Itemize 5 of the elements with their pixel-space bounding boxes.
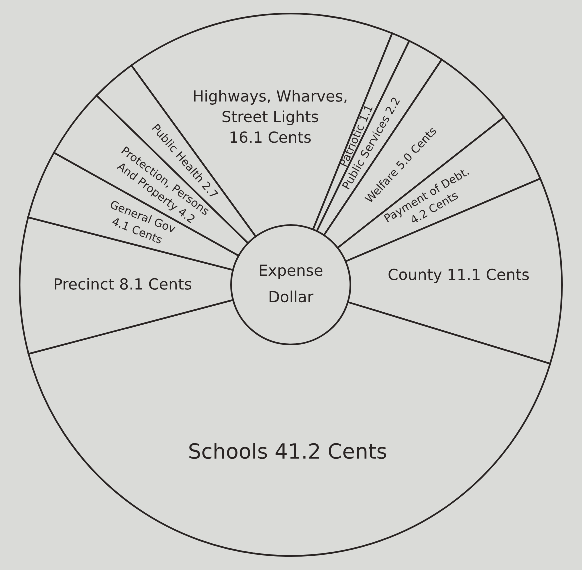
slice-label: Precinct 8.1 Cents bbox=[55, 278, 192, 290]
slice-label: County 11.1 Cents bbox=[388, 268, 530, 284]
text: Expense Dollar bbox=[260, 264, 323, 303]
slice-label: Highways, Wharves, Street Lights 16.1 Cents bbox=[194, 90, 347, 144]
slice-label: Schools 41.2 Cents bbox=[190, 443, 386, 460]
